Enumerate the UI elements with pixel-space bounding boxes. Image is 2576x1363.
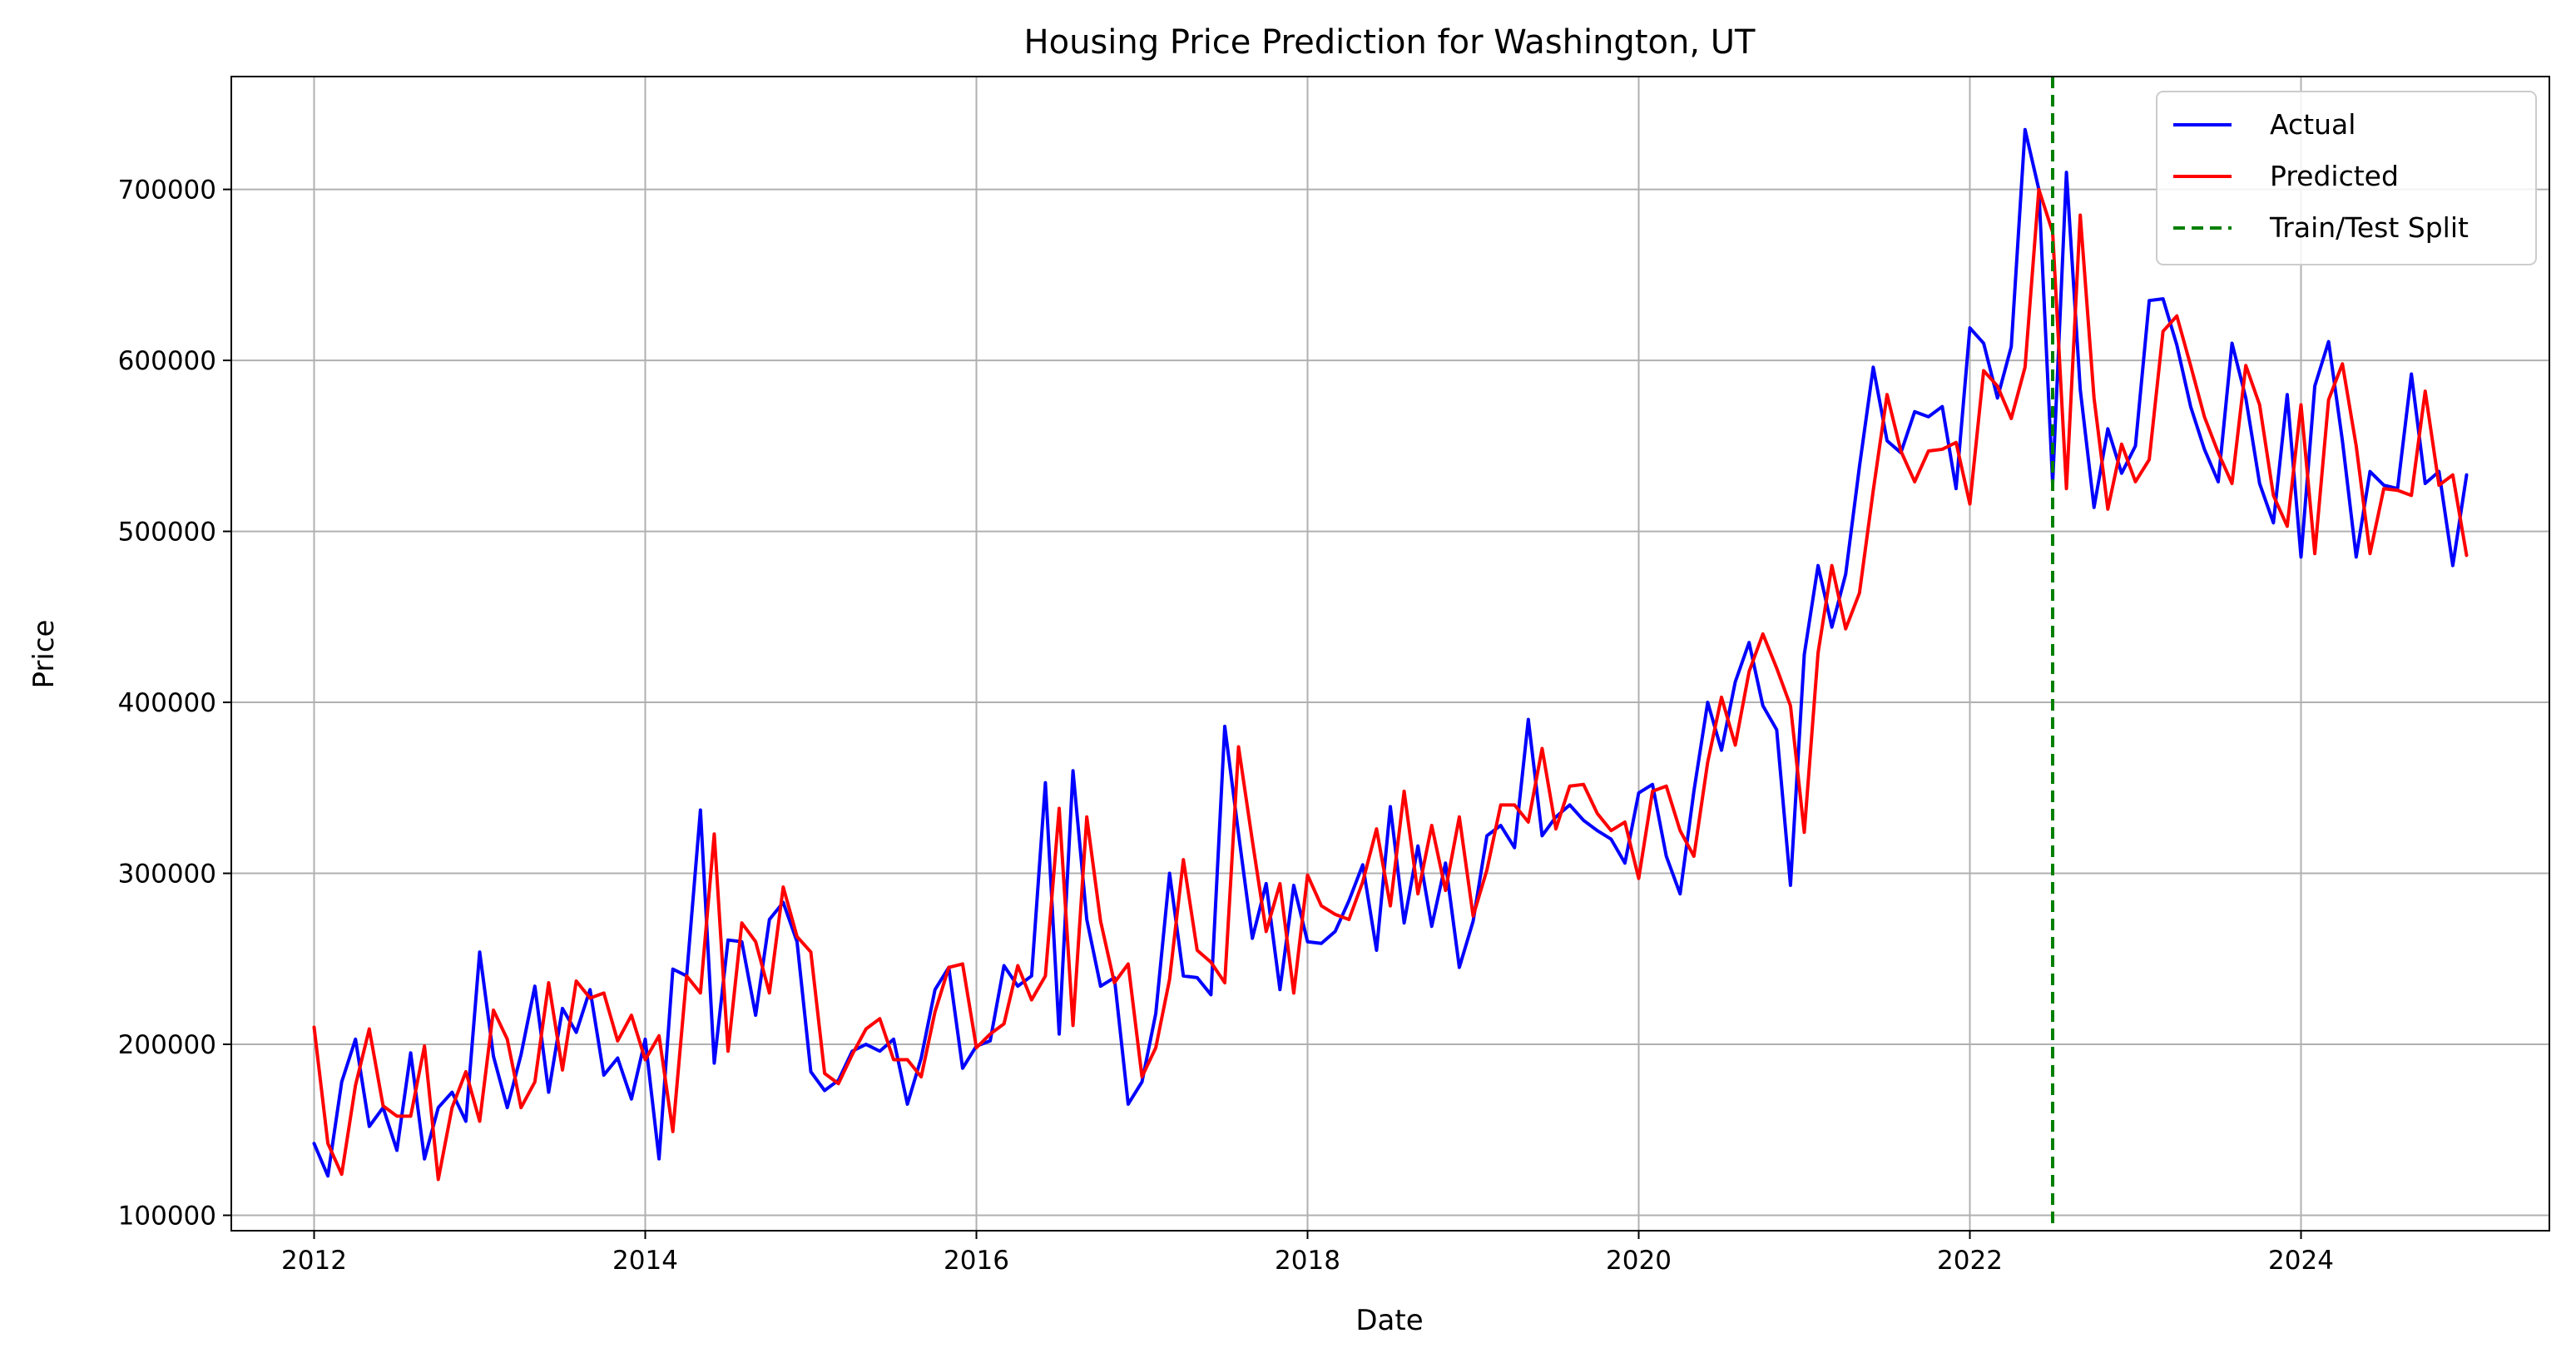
y-tick-label: 200000: [118, 1030, 216, 1060]
series-points-actual: [314, 129, 2467, 1177]
x-tick-label: 2016: [944, 1246, 1009, 1276]
y-tick-label: 700000: [118, 176, 216, 206]
legend: Actual Predicted Train/Test Split: [2156, 91, 2537, 265]
x-tick-label: 2022: [1937, 1246, 2003, 1276]
y-axis-label: Price: [27, 620, 61, 689]
series-line-actual: [312, 127, 2469, 1178]
series-layer: [312, 77, 2469, 1231]
legend-label-predicted: Predicted: [2270, 160, 2399, 192]
legend-label-actual: Actual: [2270, 108, 2356, 141]
series-line-predicted: [312, 187, 2469, 1182]
chart-title: Housing Price Prediction for Washington,…: [1024, 23, 1756, 62]
x-tick-label: 2018: [1275, 1246, 1340, 1276]
x-tick-label: 2024: [2268, 1246, 2334, 1276]
legend-box: [2156, 91, 2537, 265]
y-tick-label: 400000: [118, 688, 216, 718]
y-tick-label: 600000: [118, 346, 216, 376]
x-tick-label: 2012: [281, 1246, 347, 1276]
x-axis-label: Date: [1355, 1304, 1423, 1337]
plot-frame: [230, 76, 2550, 1232]
axes-layer: 2012 2014 2016 2018 2020 2022 2024 100000 200000…: [118, 176, 2334, 1276]
x-tick-label: 2014: [612, 1246, 678, 1276]
legend-label-split: Train/Test Split: [2269, 211, 2469, 244]
y-tick-label: 300000: [118, 860, 216, 890]
y-tick-label: 500000: [118, 518, 216, 548]
series-points-predicted: [314, 189, 2467, 1180]
y-tick-label: 100000: [118, 1202, 216, 1232]
x-tick-label: 2020: [1606, 1246, 1672, 1276]
